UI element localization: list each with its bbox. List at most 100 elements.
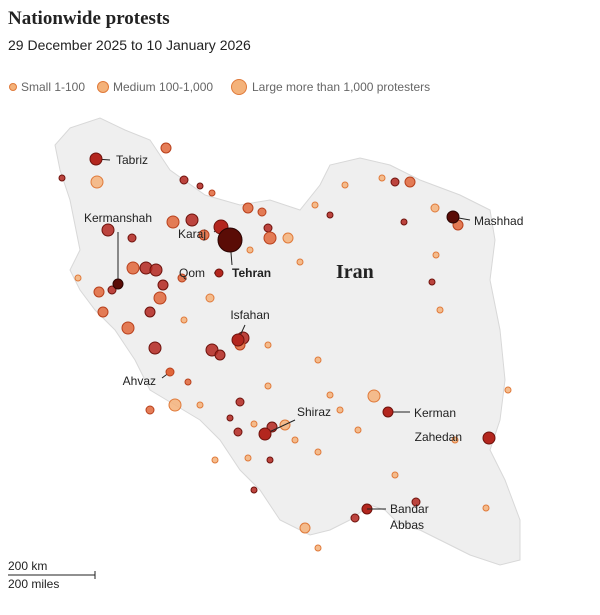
legend: Small 1-100 Medium 100-1,000 Large more …: [9, 79, 430, 95]
city-label: Ahvaz: [123, 374, 156, 388]
protest-dot: [185, 213, 199, 227]
city-label: Kermanshah: [84, 211, 152, 225]
protest-dot: [354, 426, 362, 434]
protest-dot: [350, 513, 360, 523]
protest-dot: [205, 293, 215, 303]
protest-dot: [482, 504, 490, 512]
protest-dot: [184, 378, 192, 386]
city-marker: [112, 278, 124, 290]
protest-dot: [90, 175, 104, 189]
legend-large: [231, 79, 247, 95]
legend-label: Medium 100-1,000: [113, 80, 213, 94]
protest-dot: [264, 341, 272, 349]
city-marker: [258, 427, 272, 441]
protest-dot: [436, 306, 444, 314]
protest-dot: [148, 341, 162, 355]
city-marker: [89, 152, 103, 166]
protest-dot: [127, 233, 137, 243]
protest-dot: [208, 189, 216, 197]
city-label: Karaj: [178, 227, 206, 241]
protest-dot: [311, 201, 319, 209]
protest-dot: [242, 202, 254, 214]
protest-dot: [244, 454, 252, 462]
protest-dot: [263, 231, 277, 245]
city-label: Isfahan: [230, 308, 269, 322]
city-marker: [231, 333, 245, 347]
protest-dot: [144, 306, 156, 318]
protest-dot: [233, 427, 243, 437]
country-outline: [54, 117, 521, 566]
protest-dot: [196, 401, 204, 409]
protest-dot: [168, 398, 182, 412]
city-label: Zahedan: [415, 430, 462, 444]
city-label: Abbas: [390, 518, 424, 532]
protest-dot: [430, 203, 440, 213]
country-label: Iran: [336, 261, 374, 283]
protest-dot: [299, 522, 311, 534]
protest-dot: [145, 405, 155, 415]
protest-dot: [211, 456, 219, 464]
protest-dot: [180, 316, 188, 324]
protest-dot: [153, 291, 167, 305]
legend-label: Small 1-100: [21, 80, 85, 94]
protest-dot: [411, 497, 421, 507]
protest-dot: [314, 448, 322, 456]
protest-dot: [341, 181, 349, 189]
legend-small: [9, 83, 17, 91]
protest-dot: [250, 486, 258, 494]
protest-dot: [432, 251, 440, 259]
protest-dot: [391, 471, 399, 479]
protest-dot: [226, 414, 234, 422]
protest-dot: [149, 263, 163, 277]
protest-dot: [428, 278, 436, 286]
protest-dot: [101, 223, 115, 237]
protest-dot: [326, 391, 334, 399]
protest-dot: [314, 544, 322, 552]
protest-dot: [196, 182, 204, 190]
city-label: Kerman: [414, 406, 456, 420]
protest-dot: [504, 386, 512, 394]
title: Nationwide protests: [8, 8, 170, 29]
protest-dot: [326, 211, 334, 219]
city-label: Tabriz: [116, 153, 148, 167]
protest-dot: [314, 356, 322, 364]
scale-label: 200 miles: [8, 577, 59, 591]
protest-dot: [257, 207, 267, 217]
scale-label: 200 km: [8, 559, 47, 573]
city-label: Shiraz: [297, 405, 331, 419]
protest-dot: [451, 436, 459, 444]
protest-dot: [264, 382, 272, 390]
protest-dot: [160, 142, 172, 154]
city-marker: [482, 431, 496, 445]
protest-dot: [58, 174, 66, 182]
protest-dot: [107, 285, 117, 295]
protest-dot: [404, 176, 416, 188]
protest-dot: [93, 286, 105, 298]
city-marker: [382, 406, 394, 418]
city-label: Tehran: [232, 266, 271, 280]
city-marker: [214, 268, 224, 278]
protest-dot: [246, 246, 254, 254]
protest-dot: [166, 215, 180, 229]
city-label: Mashhad: [474, 214, 523, 228]
protest-dot: [367, 389, 381, 403]
protest-dot: [121, 321, 135, 335]
protest-dot: [263, 223, 273, 233]
city-marker: [217, 227, 243, 253]
protest-dot: [266, 456, 274, 464]
protest-dot: [157, 279, 169, 291]
protest-dot: [97, 306, 109, 318]
protest-dot: [390, 177, 400, 187]
protest-dot: [291, 436, 299, 444]
protest-dot: [336, 406, 344, 414]
legend-label: Large more than 1,000 protesters: [252, 80, 430, 94]
protest-dot: [74, 274, 82, 282]
subtitle: 29 December 2025 to 10 January 2026: [8, 37, 251, 53]
city-marker: [446, 210, 460, 224]
protest-dot: [296, 258, 304, 266]
protest-dot: [282, 232, 294, 244]
protest-dot: [214, 349, 226, 361]
city-marker: [165, 367, 175, 377]
protest-dot: [378, 174, 386, 182]
protest-dot: [177, 273, 187, 283]
